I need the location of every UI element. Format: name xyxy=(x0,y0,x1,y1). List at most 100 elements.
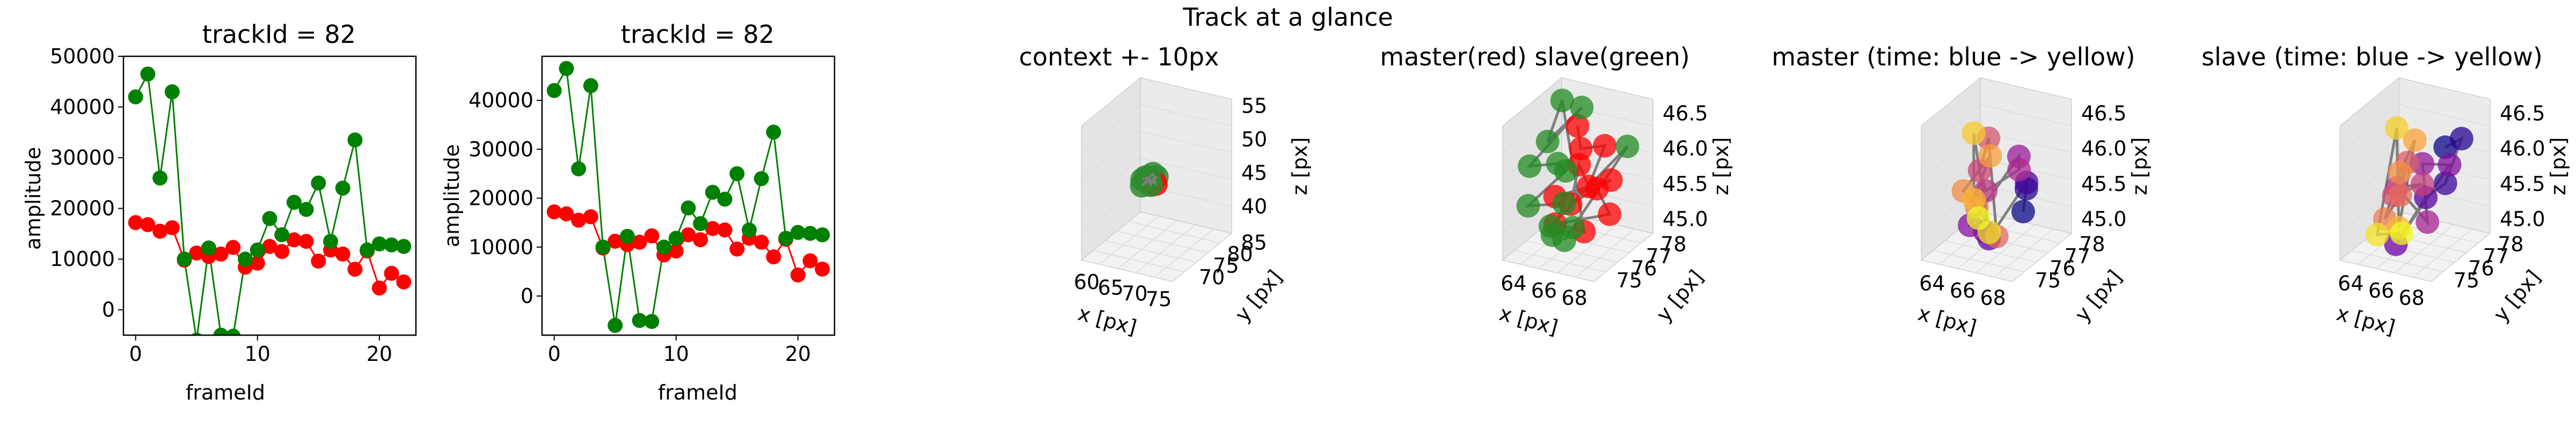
data-point xyxy=(360,242,375,258)
master-slave-3d-chart: master(red) slave(green) 64 66 68757677784… xyxy=(1380,42,1733,339)
chart-title: trackId = 82 xyxy=(621,20,774,49)
grid-line xyxy=(1081,104,1141,153)
data-point-slave xyxy=(1570,95,1594,120)
x-tick-label: 60 xyxy=(1074,270,1100,294)
data-point xyxy=(323,234,339,249)
data-point xyxy=(2449,127,2473,151)
data-point xyxy=(559,61,574,76)
data-point xyxy=(2011,199,2035,224)
chart-title: slave (time: blue -> yellow) xyxy=(2201,42,2543,71)
z-tick-label: 50 xyxy=(1241,128,1267,151)
data-point xyxy=(693,232,708,248)
data-point xyxy=(608,233,623,249)
grid-line xyxy=(1975,224,2036,273)
grid-line xyxy=(1526,240,1618,263)
data-point xyxy=(2416,210,2440,234)
data-point xyxy=(347,262,363,277)
data-point xyxy=(802,253,818,269)
data-point xyxy=(2390,221,2414,245)
z-tick-label: 46.5 xyxy=(2081,101,2127,125)
chart-title: context +- 10px xyxy=(1019,42,1219,71)
data-point xyxy=(396,274,412,290)
data-point-slave xyxy=(1552,191,1576,216)
data-point xyxy=(152,224,168,239)
data-point-slave xyxy=(1615,135,1640,159)
data-point-master xyxy=(1565,114,1590,138)
data-point xyxy=(2410,172,2434,196)
x-axis-label: frameId xyxy=(658,381,737,404)
grid-line xyxy=(1099,216,1159,265)
z-axis-label: z [px] xyxy=(2546,137,2570,195)
grid-line xyxy=(1140,131,1232,153)
data-point-slave xyxy=(1550,88,1574,113)
data-point xyxy=(371,280,387,296)
y-tick-label: 76 xyxy=(2050,256,2075,280)
x-tick-label: 10 xyxy=(245,342,270,366)
data-point xyxy=(778,231,794,246)
x-tick-label: 75 xyxy=(1146,287,1172,311)
data-point xyxy=(571,212,587,228)
y-tick-label: 77 xyxy=(2483,245,2509,268)
data-point xyxy=(717,191,733,207)
data-point xyxy=(705,221,720,236)
data-point xyxy=(2384,116,2409,140)
grid-line xyxy=(1994,228,2054,278)
data-point xyxy=(680,227,696,242)
z-tick-label: 55 xyxy=(1241,94,1267,118)
y-tick-label: 0 xyxy=(102,298,115,322)
x-tick-label: 68 xyxy=(1561,286,1587,309)
grid-line xyxy=(1502,104,1562,153)
grid-line xyxy=(2398,104,2491,127)
y-tick-label: 70 xyxy=(1199,265,1225,289)
grid-line xyxy=(1081,158,1141,207)
data-point xyxy=(2365,223,2389,247)
data-point xyxy=(384,265,399,281)
x-tick-label: 64 xyxy=(1919,272,1945,295)
data-point xyxy=(2388,160,2412,184)
data-point xyxy=(766,249,781,265)
data-point xyxy=(311,175,326,191)
x-axis-label: x [px] xyxy=(1075,301,1139,339)
x-tick-label: 68 xyxy=(2398,286,2424,309)
slave-time-3d-chart: slave (time: blue -> yellow) 64 66 68 75767… xyxy=(2201,42,2570,339)
z-tick-label: 45.5 xyxy=(1663,172,1708,196)
grid-line xyxy=(1140,104,1232,127)
y-tick-label: 50000 xyxy=(50,45,115,68)
data-point-master xyxy=(1593,134,1617,158)
data-point xyxy=(274,227,290,242)
master-time-3d-chart: master (time: blue -> yellow) 64 66 68 7576… xyxy=(1772,42,2151,339)
grid-line xyxy=(1128,221,1220,243)
z-axis-label: z [px] xyxy=(2128,137,2151,195)
data-point xyxy=(177,252,192,267)
y-axis-label: y [px] xyxy=(2070,265,2127,326)
data-point xyxy=(250,242,265,258)
y-axis-label: amplitude xyxy=(21,147,45,250)
data-point-slave xyxy=(1516,194,1540,218)
data-point xyxy=(238,252,253,267)
y-tick-label: 75 xyxy=(2035,269,2061,292)
grid-line xyxy=(1944,240,2037,263)
data-point xyxy=(668,243,684,259)
plot-frame xyxy=(122,55,417,336)
x-axis-label: x [px] xyxy=(2334,301,2397,339)
x-axis-label: x [px] xyxy=(1915,301,1979,339)
y-tick-label: 77 xyxy=(1646,245,1672,268)
grid-line xyxy=(1154,228,1214,278)
data-point xyxy=(152,170,168,186)
data-point xyxy=(802,226,818,241)
data-point xyxy=(225,328,241,335)
data-point xyxy=(680,200,696,216)
z-tick-label: 45.5 xyxy=(2500,172,2545,196)
z-tick-label: 46.5 xyxy=(1663,101,1708,125)
data-point xyxy=(335,246,350,262)
data-point-slave xyxy=(1535,129,1560,153)
data-point xyxy=(1978,144,2002,168)
data-point xyxy=(311,253,326,269)
data-point xyxy=(559,206,574,221)
data-point xyxy=(2388,183,2412,208)
data-point xyxy=(396,239,412,254)
data-point xyxy=(298,234,314,249)
data-point xyxy=(644,314,660,329)
x-axis-label: x [px] xyxy=(1497,301,1560,339)
grid-line xyxy=(1081,184,1141,234)
